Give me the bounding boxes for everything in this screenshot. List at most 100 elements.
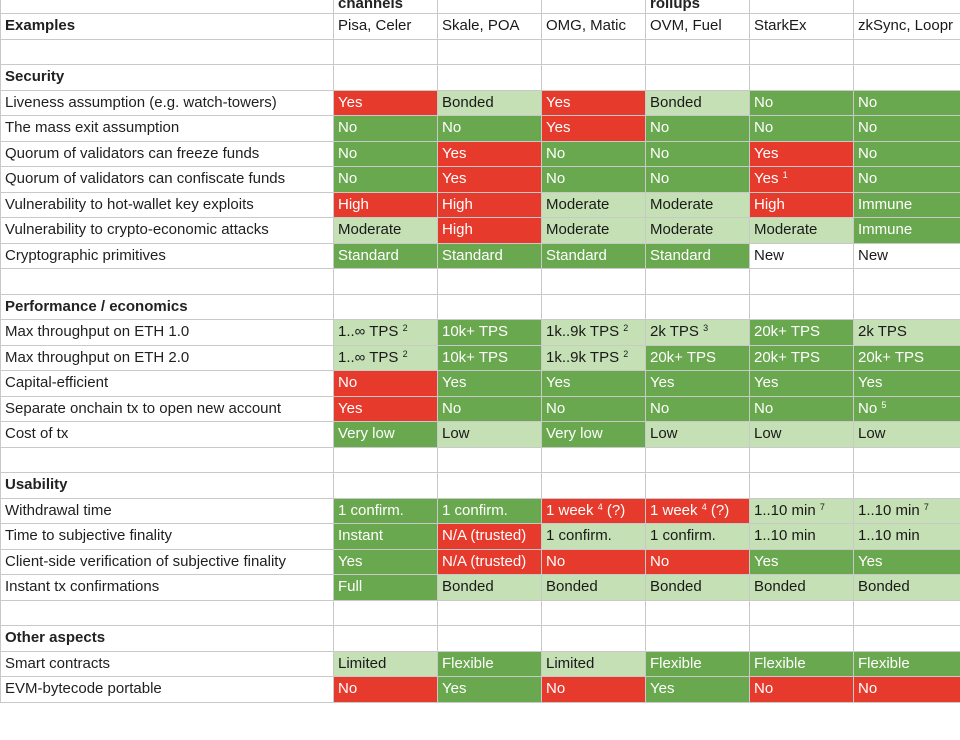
value-cell[interactable]: No [333,676,438,703]
value-cell[interactable]: No [645,548,750,575]
empty-cell[interactable] [333,293,438,320]
value-cell[interactable]: Very low [333,421,438,448]
section-title[interactable]: Security [0,64,334,91]
row-label[interactable]: Cost of tx [0,421,334,448]
value-cell[interactable]: Yes [749,548,854,575]
row-label[interactable]: Client-side verification of subjective f… [0,548,334,575]
value-cell[interactable]: No [749,89,854,116]
value-cell[interactable]: Flexible [645,650,750,677]
value-cell[interactable]: Yes [541,89,646,116]
row-label[interactable]: Vulnerability to hot-wallet key exploits [0,191,334,218]
value-cell[interactable]: Standard [645,242,750,269]
empty-cell[interactable] [645,472,750,499]
empty-cell[interactable] [645,38,750,65]
value-cell[interactable]: Moderate [541,191,646,218]
header-cell[interactable] [749,0,854,14]
value-cell[interactable]: Yes [333,395,438,422]
value-cell[interactable]: Limited [541,650,646,677]
empty-cell[interactable] [333,38,438,65]
empty-cell[interactable] [749,472,854,499]
empty-cell[interactable] [853,472,960,499]
value-cell[interactable]: 1 confirm. [437,497,542,524]
value-cell[interactable]: Very low [541,421,646,448]
empty-cell[interactable] [853,293,960,320]
row-label[interactable]: The mass exit assumption [0,115,334,142]
section-title[interactable]: Other aspects [0,625,334,652]
empty-cell[interactable] [853,38,960,65]
row-label[interactable]: Vulnerability to crypto-economic attacks [0,217,334,244]
value-cell[interactable]: 20k+ TPS [853,344,960,371]
empty-cell[interactable] [541,268,646,295]
row-label[interactable]: Time to subjective finality [0,523,334,550]
empty-cell[interactable] [333,446,438,473]
value-cell[interactable]: No [645,395,750,422]
value-cell[interactable]: 1..∞ TPS 2 [333,319,438,346]
section-title[interactable]: Performance / economics [0,293,334,320]
value-cell[interactable]: Yes [645,370,750,397]
empty-cell[interactable] [333,472,438,499]
empty-cell[interactable] [749,599,854,626]
empty-cell[interactable] [645,268,750,295]
value-cell[interactable]: Bonded [541,574,646,601]
examples-label[interactable]: Examples [0,13,334,40]
row-label[interactable]: Quorum of validators can freeze funds [0,140,334,167]
empty-cell[interactable] [437,268,542,295]
value-cell[interactable]: 1..∞ TPS 2 [333,344,438,371]
value-cell[interactable]: Flexible [437,650,542,677]
value-cell[interactable]: New [853,242,960,269]
value-cell[interactable]: No [853,166,960,193]
example-cell[interactable]: zkSync, Loopr [853,13,960,40]
row-label[interactable]: Capital-efficient [0,370,334,397]
row-label[interactable]: Quorum of validators can confiscate fund… [0,166,334,193]
value-cell[interactable]: 20k+ TPS [645,344,750,371]
example-cell[interactable]: Skale, POA [437,13,542,40]
empty-cell[interactable] [645,625,750,652]
value-cell[interactable]: Yes [541,115,646,142]
empty-cell[interactable] [749,625,854,652]
empty-cell[interactable] [333,268,438,295]
value-cell[interactable]: No [853,676,960,703]
empty-cell[interactable] [853,64,960,91]
empty-cell[interactable] [333,64,438,91]
header-cell[interactable]: channels [333,0,438,14]
empty-cell[interactable] [0,446,334,473]
value-cell[interactable]: 1..10 min 7 [853,497,960,524]
row-label[interactable]: Cryptographic primitives [0,242,334,269]
value-cell[interactable]: No [333,115,438,142]
value-cell[interactable]: Yes [749,140,854,167]
row-label[interactable]: EVM-bytecode portable [0,676,334,703]
value-cell[interactable]: Immune [853,217,960,244]
empty-cell[interactable] [437,472,542,499]
row-label[interactable]: Separate onchain tx to open new account [0,395,334,422]
row-label[interactable]: Withdrawal time [0,497,334,524]
value-cell[interactable]: No [437,115,542,142]
header-cell[interactable] [853,0,960,14]
value-cell[interactable]: No [853,89,960,116]
value-cell[interactable]: Low [437,421,542,448]
empty-cell[interactable] [437,599,542,626]
value-cell[interactable]: Yes [749,370,854,397]
header-cell[interactable] [541,0,646,14]
empty-cell[interactable] [437,38,542,65]
value-cell[interactable]: No [749,395,854,422]
value-cell[interactable]: No [333,140,438,167]
empty-cell[interactable] [0,38,334,65]
empty-cell[interactable] [541,625,646,652]
value-cell[interactable]: 1..10 min 7 [749,497,854,524]
value-cell[interactable]: High [437,217,542,244]
value-cell[interactable]: Flexible [749,650,854,677]
value-cell[interactable]: Low [853,421,960,448]
value-cell[interactable]: No [645,115,750,142]
value-cell[interactable]: Bonded [749,574,854,601]
value-cell[interactable]: Low [645,421,750,448]
value-cell[interactable]: 1 week 4 (?) [541,497,646,524]
value-cell[interactable]: No [853,115,960,142]
value-cell[interactable]: No [541,140,646,167]
value-cell[interactable]: Bonded [437,89,542,116]
value-cell[interactable]: Bonded [853,574,960,601]
value-cell[interactable]: Yes [645,676,750,703]
empty-cell[interactable] [749,38,854,65]
value-cell[interactable]: No [333,166,438,193]
empty-cell[interactable] [853,446,960,473]
empty-cell[interactable] [541,599,646,626]
